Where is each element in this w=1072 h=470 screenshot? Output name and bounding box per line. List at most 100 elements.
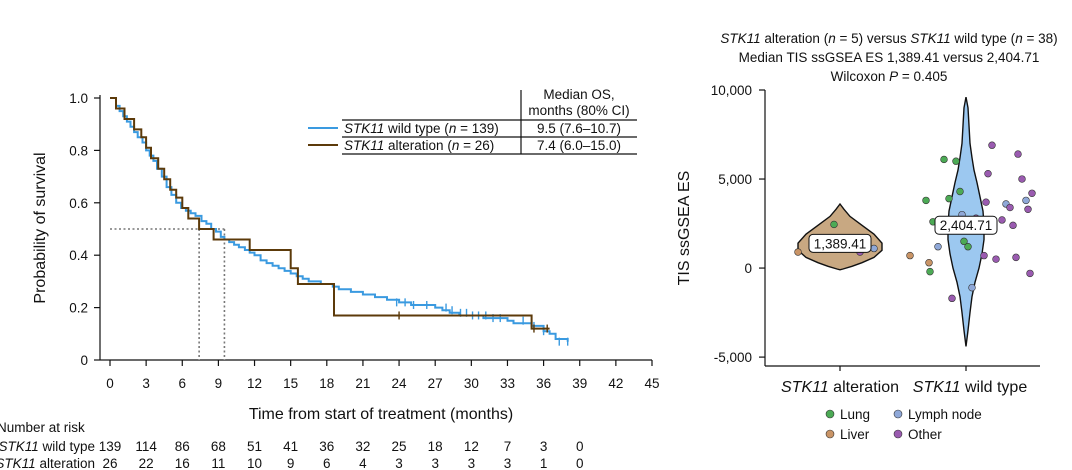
data-point-other [980, 251, 988, 260]
km-x-tick-label: 33 [500, 376, 515, 391]
risk-value-alt: 26 [102, 456, 117, 470]
risk-value-alt: 11 [211, 456, 225, 470]
km-y-tick-label: 1.0 [69, 91, 88, 106]
legend-wild-label: STK11 wild type (n = 139) [344, 121, 499, 136]
data-point-liver [925, 259, 933, 267]
violin-y-label: TIS ssGSEA ES [676, 171, 693, 286]
data-point-other [1009, 221, 1017, 230]
vt-text-2: wild type ( [951, 31, 1016, 46]
legend-lymph-marker [893, 409, 903, 419]
data-point-lung [960, 237, 968, 246]
violin-title-2: Median TIS ssGSEA ES 1,389.41 versus 2,4… [739, 50, 1040, 65]
km-x-tick-label: 0 [106, 376, 114, 391]
data-point-other [998, 216, 1006, 224]
median-header-1: Median OS, [543, 87, 614, 102]
risk-value-alt: 3 [395, 456, 403, 470]
violin-medians: 1,389.41 2,404.71 [808, 215, 998, 253]
data-point-other [984, 169, 992, 178]
median-label-box [808, 233, 872, 253]
risk-value-wild: 18 [428, 439, 443, 454]
data-point-other [988, 141, 996, 149]
km-x-tick-label: 15 [283, 376, 298, 391]
risk-value-wild: 86 [175, 439, 190, 454]
risk-value-alt: 3 [431, 456, 439, 470]
legend-alt-nval: = 26) [459, 138, 494, 153]
km-y-tick-label: 0.2 [69, 301, 88, 316]
legend-wild-italic: STK11 [344, 121, 384, 136]
risk-row-alt-label: STK11 alteration [0, 456, 95, 470]
km-y-tick-label: 0.6 [69, 196, 88, 211]
data-point-lung [940, 155, 948, 164]
legend-liver-marker [825, 429, 835, 439]
data-point-other [1028, 189, 1036, 197]
risk-wild-italic: STK11 [0, 439, 39, 454]
legend-alt-label: STK11 alteration (n = 26) [344, 138, 494, 153]
risk-table: Number at risk STK11 wild type STK11 alt… [0, 420, 583, 470]
risk-value-wild: 25 [392, 439, 407, 454]
data-point-lung [956, 187, 964, 196]
risk-value-wild: 68 [211, 439, 226, 454]
km-x-tick-label: 30 [464, 376, 479, 391]
km-x-tick-label: 6 [179, 376, 187, 391]
risk-value-alt: 4 [359, 456, 367, 470]
risk-value-alt: 3 [504, 456, 512, 470]
risk-value-wild: 3 [540, 439, 548, 454]
risk-value-wild: 36 [319, 439, 334, 454]
median-alt-value: 7.4 (6.0–15.0) [537, 138, 621, 153]
risk-value-wild: 12 [464, 439, 479, 454]
risk-value-alt: 1 [540, 456, 548, 470]
violin-y-ticks: 10,000 5,000 0 -5,000 [711, 83, 765, 365]
km-x-tick-label: 21 [355, 376, 370, 391]
median-label-wild: 2,404.71 [940, 218, 993, 233]
data-point-other [1026, 269, 1034, 278]
data-point-lymph [870, 244, 878, 253]
data-point-liver [906, 251, 914, 260]
data-point-other [1012, 253, 1020, 262]
legend-other-label: Other [908, 427, 942, 442]
risk-value-wild: 32 [355, 439, 370, 454]
vt-italic-1: STK11 [720, 31, 760, 46]
risk-table-title: Number at risk [0, 420, 85, 435]
risk-value-alt: 3 [468, 456, 476, 470]
legend-other-marker [893, 429, 903, 439]
data-point-liver [794, 248, 802, 256]
violin-xlabel-alt: STK11 alteration [781, 379, 899, 396]
km-x-tick-label: 9 [215, 376, 223, 391]
legend-wild-n: n [449, 121, 457, 136]
median-table: Median OS, months (80% CI) STK11 wild ty… [308, 87, 637, 155]
violin-y-tick-label: 10,000 [711, 83, 752, 98]
km-x-tick-label: 36 [536, 376, 551, 391]
violin-y-tick-label: 0 [744, 261, 752, 276]
violin-title-3: Wilcoxon P = 0.405 [831, 69, 948, 84]
risk-values: 139 114 86 68 51 41 36 32 25 18 12 7 3 026 22 16 11 10 9 6 4… [99, 439, 584, 470]
risk-row-wild-label: STK11 wild type [0, 439, 95, 454]
km-y-tick-label: 0.8 [69, 143, 88, 158]
km-x-tick-label: 3 [142, 376, 150, 391]
km-x-tick-label: 39 [572, 376, 587, 391]
vx-alt-rest: alteration [829, 379, 899, 396]
risk-wild-rest: wild type [39, 439, 95, 454]
legend-alt-italic: STK11 [344, 138, 384, 153]
km-x-tick-label: 42 [608, 376, 623, 391]
data-point-other [1018, 175, 1026, 183]
km-x-tick-label: 18 [319, 376, 334, 391]
data-point-other [948, 294, 956, 303]
risk-value-wild: 0 [576, 439, 584, 454]
legend-lung-label: Lung [840, 407, 870, 422]
violin-xlabel-wild: STK11 wild type [913, 379, 1028, 396]
km-plot: 00.20.40.60.81.0 0 3 6 9 12 15 18 21 24 27 30 33 36 3… [0, 87, 660, 470]
km-y-label: Probability of survival [32, 152, 49, 303]
legend-liver-label: Liver [840, 427, 870, 442]
risk-value-wild: 7 [504, 439, 512, 454]
risk-value-alt: 0 [576, 456, 584, 470]
vt-italic-2: STK11 [910, 31, 950, 46]
risk-value-alt: 16 [175, 456, 190, 470]
risk-value-alt: 10 [247, 456, 262, 470]
km-x-ticks: 0 3 6 9 12 15 18 21 24 27 30 33 36 39 42 45 [106, 360, 660, 391]
vx-wild-italic: STK11 [913, 379, 961, 396]
vt-text-1: alteration ( [761, 31, 829, 46]
risk-value-alt: 6 [323, 456, 331, 470]
vt-n-1: n [828, 31, 836, 46]
risk-value-alt: 9 [287, 456, 295, 470]
violin-points [794, 141, 1036, 303]
